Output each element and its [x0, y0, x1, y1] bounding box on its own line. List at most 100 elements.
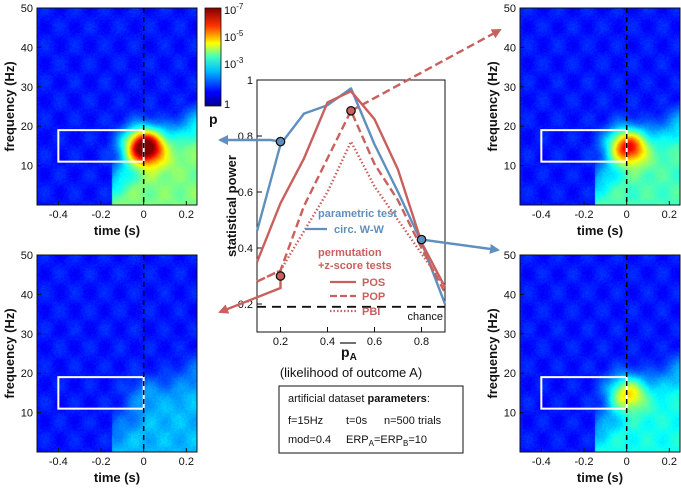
parameters-box: artificial dataset parameters: f=15Hz t=…: [278, 385, 464, 454]
tf-panel-bottom-right: -0.4 -0.2 0 0.2 50 40 30 20 10 time (s) frequency …: [485, 250, 681, 485]
tf-ytick-label: 30: [21, 329, 33, 341]
tf-xtick-label: 0.2: [179, 209, 194, 221]
colorbar-tick-1: 10-7: [224, 2, 244, 17]
param-f: f=15Hz: [288, 415, 323, 427]
tf-panel-top-left: -0.4 -0.2 0 0.2 50 40 30 20 10 time (s) frequency …: [2, 3, 198, 238]
legend-item-pos: POS: [362, 277, 385, 289]
tf-xlabel: time (s): [577, 470, 623, 485]
tf-ytick-label: 30: [504, 82, 516, 94]
marker-top-left: [275, 136, 286, 147]
tf-ytick-label: 50: [504, 250, 516, 262]
parameters-title: artificial dataset parameters:: [288, 393, 430, 405]
colorbar-tick-4: 1: [224, 99, 230, 111]
arrow-to-top-right: [350, 28, 502, 112]
tf-ytick-label: 10: [21, 161, 33, 173]
colorbar-gradient: [204, 7, 222, 107]
series-line-pbi: [256, 140, 446, 288]
arrow-to-bottom-right: [421, 238, 500, 254]
param-n: n=500 trials: [384, 415, 442, 427]
tf-ytick-label: 20: [21, 368, 33, 380]
tf-ytick-label: 10: [21, 408, 33, 420]
tf-frame: [519, 7, 681, 206]
power-ytick-label: 1: [247, 75, 253, 87]
tf-xtick-label: 0.2: [662, 209, 677, 221]
tf-xtick-label: 0: [624, 209, 630, 221]
series-line-pos: [255, 89, 447, 288]
legend-permutation-title-2: +z-score tests: [318, 260, 392, 272]
tf-xtick-label: 0.2: [662, 456, 677, 468]
tf-panel-top-right: -0.4 -0.2 0 0.2 50 40 30 20 10 time (s) frequency …: [485, 3, 681, 238]
tf-ytick-label: 50: [21, 250, 33, 262]
power-xlabel: pA: [340, 342, 357, 363]
tf-ytick-label: 10: [504, 408, 516, 420]
power-xtick-label: 0.2: [273, 336, 288, 348]
tf-ytick-label: 20: [504, 121, 516, 133]
tf-xlabel: time (s): [94, 470, 140, 485]
power-ytick-label: 0.6: [238, 187, 253, 199]
parameters-box-frame: [278, 385, 464, 454]
marker-top-right: [346, 105, 356, 116]
power-xtick-label: 0.4: [320, 336, 335, 348]
tf-xtick-label: -0.2: [92, 456, 111, 468]
tf-xlabel: time (s): [94, 223, 140, 238]
marker-bottom-left: [275, 271, 286, 281]
legend-item-pop: POP: [362, 291, 385, 303]
legend-parametric-title: parametric test: [318, 208, 397, 220]
power-markers: [275, 105, 427, 281]
tf-xtick-label: 0.2: [179, 456, 194, 468]
tf-frame: [36, 7, 198, 206]
marker-bottom-right: [416, 234, 427, 245]
tf-ytick-label: 30: [21, 82, 33, 94]
legend-item-circ-ww: circ. W-W: [334, 224, 385, 236]
tf-panel-bottom-left: -0.4 -0.2 0 0.2 50 40 30 20 10 time (s) frequency …: [2, 250, 198, 485]
power-ytick-label: 0.4: [238, 243, 253, 255]
tf-ytick-label: 50: [504, 3, 516, 15]
tf-xtick-label: 0: [141, 456, 147, 468]
tf-frame: [36, 254, 198, 453]
tf-xtick-label: -0.2: [575, 209, 594, 221]
colorbar-tick-3: 10-3: [224, 56, 244, 71]
series-line-pop: [256, 109, 447, 294]
tf-map-bottom-left: [37, 255, 197, 452]
tf-ytick-label: 30: [504, 329, 516, 341]
tf-ytick-label: 10: [504, 161, 516, 173]
param-mod: mod=0.4: [288, 434, 331, 446]
chance-label: chance: [408, 311, 443, 323]
tf-ytick-label: 40: [504, 42, 516, 54]
colorbar-label: p: [209, 111, 218, 127]
tf-ylabel: frequency (Hz): [2, 61, 17, 151]
tf-xtick-label: -0.2: [92, 209, 111, 221]
tf-ytick-label: 50: [21, 3, 33, 15]
tf-xtick-label: -0.2: [575, 456, 594, 468]
power-legend: parametric test circ. W-W permutation +z…: [305, 208, 397, 318]
tf-ytick-label: 40: [21, 42, 33, 54]
tf-xtick-label: -0.4: [49, 209, 68, 221]
tf-xtick-label: -0.4: [49, 456, 68, 468]
tf-ylabel: frequency (Hz): [2, 308, 17, 398]
tf-xtick-label: 0: [141, 209, 147, 221]
tf-map-bottom-right: [520, 255, 680, 452]
param-erp: ERPA=ERPB=10: [346, 434, 427, 448]
tf-xtick-label: 0: [624, 456, 630, 468]
tf-ytick-label: 40: [504, 289, 516, 301]
tf-ytick-label: 40: [21, 289, 33, 301]
tf-ylabel: frequency (Hz): [485, 308, 500, 398]
power-xlabel-main: pA: [341, 344, 357, 363]
legend-permutation-title-1: permutation: [318, 247, 382, 259]
colorbar: 10-7 10-5 10-3 1 p: [204, 2, 244, 127]
tf-map-top-left: [37, 8, 197, 205]
power-series: [255, 87, 447, 305]
power-chart-ticks: 0.2 0.4 0.6 0.80.20.40.60.81: [238, 75, 429, 348]
tf-frame: [519, 254, 681, 453]
tf-xtick-label: -0.4: [532, 209, 551, 221]
tf-ytick-label: 20: [504, 368, 516, 380]
power-chart: 0.2 0.4 0.6 0.80.20.40.60.81 chance paramet…: [218, 28, 502, 380]
tf-map-top-right: [520, 8, 680, 205]
power-ytick-label: 0.2: [238, 299, 253, 311]
tf-xlabel: time (s): [577, 223, 623, 238]
tf-xtick-label: -0.4: [532, 456, 551, 468]
power-xtick-label: 0.6: [367, 336, 382, 348]
power-xlabel-note: (likelihood of outcome A): [280, 365, 422, 380]
